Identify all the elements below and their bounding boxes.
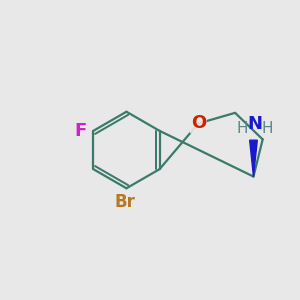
Text: Br: Br bbox=[115, 193, 135, 211]
Polygon shape bbox=[250, 140, 257, 176]
Text: F: F bbox=[75, 122, 87, 140]
Text: O: O bbox=[191, 115, 206, 133]
Text: H: H bbox=[262, 121, 273, 136]
Text: N: N bbox=[248, 115, 262, 133]
Text: H: H bbox=[236, 121, 248, 136]
